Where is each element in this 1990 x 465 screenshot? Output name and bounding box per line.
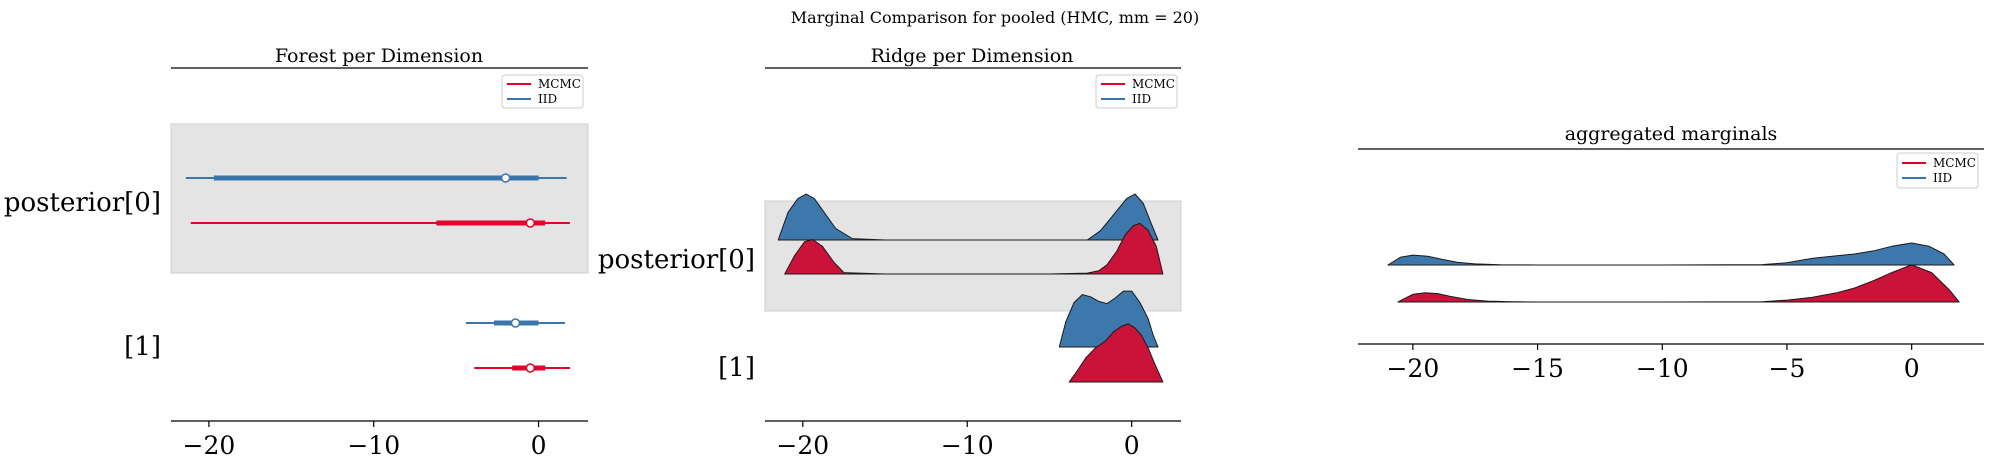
density-ridge-1-mcmc — [1068, 323, 1164, 383]
y-label-1: [1] — [718, 353, 755, 383]
x-tick-label: −5 — [1769, 354, 1806, 383]
density-ridge-posterior-0-iid — [777, 193, 1159, 241]
row-band-posterior-0 — [170, 123, 589, 274]
x-tick-label: −10 — [1636, 354, 1689, 383]
legend-label-iid: IID — [1132, 92, 1151, 106]
x-tick-label: −10 — [347, 431, 400, 460]
x-tick-label: −15 — [1511, 354, 1564, 383]
legend: MCMC IID — [1095, 74, 1178, 109]
x-tick-label: −20 — [776, 431, 829, 460]
x-ticks: −20 −15 −10 −5 0 — [1386, 344, 1920, 383]
forest-marks — [185, 173, 570, 373]
density-ridge-posterior-0-mcmc — [784, 222, 1164, 275]
legend-label-mcmc: MCMC — [1933, 156, 1976, 170]
point-estimate-1-mcmc — [525, 363, 536, 373]
x-tick-label: 0 — [531, 431, 547, 460]
x-tick-label: 0 — [1124, 431, 1140, 460]
legend-label-mcmc: MCMC — [1132, 77, 1175, 91]
point-estimate-posterior-0-iid — [500, 173, 511, 183]
x-tick-label: −10 — [941, 431, 994, 460]
y-label-1: [1] — [124, 332, 161, 362]
figure-suptitle: Marginal Comparison for pooled (HMC, mm … — [791, 8, 1199, 27]
x-tick-label: 0 — [1904, 354, 1920, 383]
panel-title: aggregated marginals — [1565, 123, 1778, 145]
legend-frame — [1896, 152, 1979, 189]
point-estimate-1-iid — [510, 318, 521, 328]
aggregated-panel: aggregated marginals −20 −15 −10 −5 0 MCMC I… — [1358, 123, 1984, 383]
density-ridge-iid — [1387, 242, 1955, 266]
y-label-posterior-0: posterior[0] — [598, 245, 755, 275]
legend-label-mcmc: MCMC — [538, 77, 581, 91]
legend-label-iid: IID — [1933, 171, 1952, 185]
ridge-marks — [777, 193, 1164, 383]
aggregated-marks — [1387, 242, 1960, 303]
legend-label-iid: IID — [538, 92, 557, 106]
x-ticks: −20 −10 0 — [776, 421, 1140, 460]
x-tick-label: −20 — [1386, 354, 1439, 383]
density-ridge-mcmc — [1397, 264, 1960, 303]
x-ticks: −20 −10 0 — [183, 421, 547, 460]
legend: MCMC IID — [501, 74, 584, 109]
point-estimate-posterior-0-mcmc — [525, 218, 536, 228]
x-tick-label: −20 — [183, 431, 236, 460]
ridge-panel: Ridge per Dimension −20 −10 0 posterior[0]… — [598, 45, 1182, 460]
panel-title: Ridge per Dimension — [871, 45, 1074, 67]
legend: MCMC IID — [1896, 152, 1979, 189]
y-label-posterior-0: posterior[0] — [4, 188, 161, 218]
forest-panel: Forest per Dimension −20 −10 0 posterior[0… — [4, 45, 589, 460]
panel-title: Forest per Dimension — [275, 45, 483, 67]
